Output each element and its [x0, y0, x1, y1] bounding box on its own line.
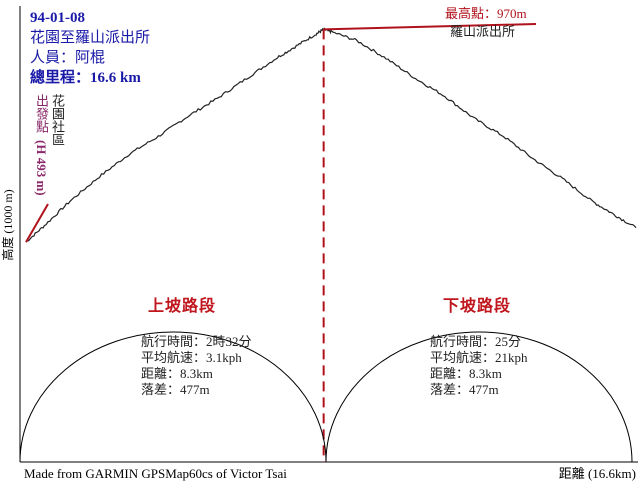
downhill-speed: 平均航速：21kph	[430, 350, 528, 365]
start-pointer-line	[25, 203, 49, 243]
downhill-arc	[325, 331, 633, 463]
uphill-distance: 距離：8.3km	[141, 366, 213, 381]
uphill-title: 上坡路段	[148, 298, 217, 315]
x-axis-label: 距離 (16.6km)	[559, 466, 636, 481]
total-distance-value: 16.6 km	[90, 70, 141, 86]
date: 94-01-08	[30, 10, 85, 26]
downhill-time: 航行時間：25分	[430, 334, 522, 349]
peak-label: 最高點：970m	[445, 6, 527, 21]
uphill-arc	[19, 331, 327, 463]
downhill-drop: 落差：477m	[430, 382, 499, 397]
uphill-speed: 平均航速：3.1kph	[141, 350, 242, 365]
route-title: 花園至羅山派出所	[30, 30, 151, 46]
peak-pointer-line	[323, 23, 537, 31]
person: 人員：阿棍	[30, 50, 106, 66]
y-axis-label: 高度 (1000 m)	[0, 189, 15, 260]
elevation-profile-line	[25, 27, 637, 243]
total-distance-prefix: 總里程：	[30, 70, 91, 86]
uphill-drop: 落差：477m	[141, 382, 210, 397]
downhill-stats: 航行時間：25分 平均航速：21kph 距離：8.3km 落差：477m	[430, 334, 528, 398]
downhill-title: 下坡路段	[443, 298, 512, 315]
start-place: 花園社區	[50, 94, 65, 146]
total-distance: 總里程：16.6 km	[30, 68, 141, 88]
start-elevation: (H 493 m)	[34, 140, 49, 196]
peak-place: 羅山派出所	[450, 24, 515, 39]
uphill-stats: 航行時間：2時32分 平均航速：3.1kph 距離：8.3km 落差：477m	[141, 334, 252, 398]
downhill-distance: 距離：8.3km	[430, 366, 502, 381]
footer-credit: Made from GARMIN GPSMap60cs of Victor Ts…	[24, 466, 287, 481]
uphill-time: 航行時間：2時32分	[141, 334, 252, 349]
start-label: 出發點	[34, 94, 49, 133]
